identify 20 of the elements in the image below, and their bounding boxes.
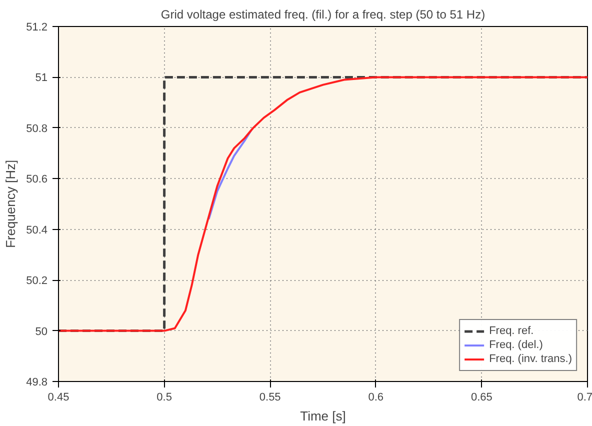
x-tick-label: 0.55 [259, 392, 281, 404]
legend-label: Freq. (inv. trans.) [489, 352, 572, 366]
legend-label: Freq. (del.) [489, 338, 543, 352]
y-tick-label: 50 [35, 326, 48, 338]
y-tick-label: 51 [35, 72, 48, 84]
x-tick-label: 0.65 [470, 392, 492, 404]
x-tick-label: 0.45 [48, 392, 70, 404]
y-tick-label: 50.2 [26, 275, 48, 288]
y-tick-label: 51.2 [26, 22, 48, 34]
y-tick-label: 49.8 [26, 376, 48, 388]
x-tick-label: 0.7 [577, 392, 592, 404]
x-tick-label: 0.5 [156, 392, 172, 404]
y-axis-title: Frequency [Hz] [3, 160, 18, 248]
y-tick-label: 50.4 [26, 224, 48, 236]
legend-label: Freq. ref. [489, 324, 534, 338]
chart-title: Grid voltage estimated freq. (fil.) for a freq. step (50 to 51 Hz) [160, 8, 486, 22]
x-axis-title: Time [s] [300, 408, 346, 424]
y-tick-label: 50.6 [26, 174, 48, 186]
x-tick-label: 0.6 [368, 392, 384, 404]
y-tick-label: 50.8 [26, 122, 48, 135]
